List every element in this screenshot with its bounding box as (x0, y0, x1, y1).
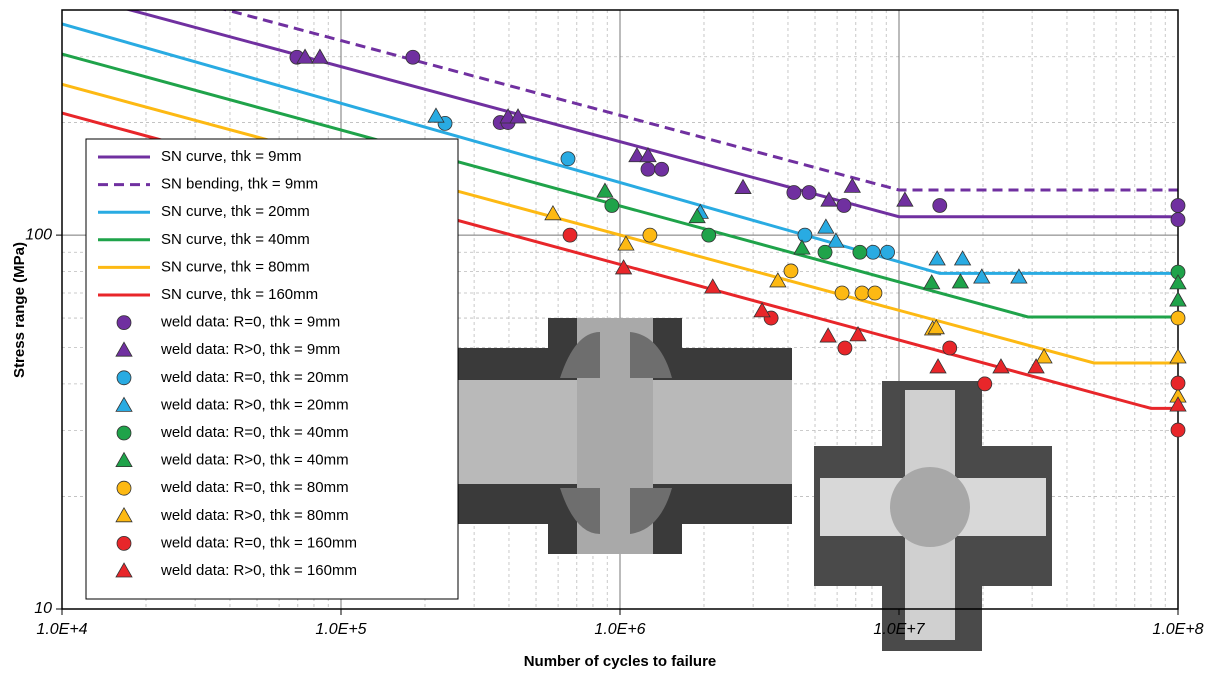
legend-label: weld data: R=0, thk = 40mm (160, 424, 349, 441)
x-tick-label: 1.0E+4 (36, 621, 87, 638)
circle-marker (853, 245, 867, 259)
legend-label: weld data: R=0, thk = 80mm (160, 479, 349, 496)
chart: SN curve, thk = 9mm SN bending, thk = 9mm… (0, 0, 1219, 675)
legend-label: SN curve, thk = 20mm (161, 203, 310, 220)
circle-marker (1171, 213, 1185, 227)
circle-marker (1171, 376, 1185, 390)
circle-marker (117, 536, 131, 550)
legend-label: weld data: R=0, thk = 9mm (160, 314, 340, 331)
legend-label: SN curve, thk = 160mm (161, 286, 318, 303)
legend-label: SN bending, thk = 9mm (161, 176, 318, 193)
circle-marker (655, 162, 669, 176)
circle-marker (866, 245, 880, 259)
circle-marker (837, 199, 851, 213)
x-tick-label: 1.0E+6 (594, 621, 645, 638)
legend-label: weld data: R=0, thk = 160mm (160, 534, 357, 551)
x-tick-label: 1.0E+5 (315, 621, 366, 638)
circle-marker (838, 341, 852, 355)
circle-marker (802, 186, 816, 200)
circle-marker (117, 426, 131, 440)
y-tick-label: 100 (25, 226, 52, 243)
legend-label: weld data: R>0, thk = 160mm (160, 562, 357, 579)
circle-marker (943, 341, 957, 355)
x-tick-label: 1.0E+8 (1152, 621, 1203, 638)
circle-marker (933, 199, 947, 213)
circle-marker (855, 286, 869, 300)
circle-marker (881, 245, 895, 259)
circle-marker (835, 286, 849, 300)
circle-marker (978, 377, 992, 391)
legend-label: weld data: R=0, thk = 20mm (160, 369, 349, 386)
legend-label: weld data: R>0, thk = 9mm (160, 341, 340, 358)
x-axis-title: Number of cycles to failure (524, 653, 717, 670)
legend: SN curve, thk = 9mm SN bending, thk = 9mm… (86, 139, 458, 599)
legend-label: SN curve, thk = 40mm (161, 231, 310, 248)
circle-marker (1171, 423, 1185, 437)
circle-marker (798, 228, 812, 242)
legend-label: SN curve, thk = 80mm (161, 258, 310, 275)
circle-marker (1171, 199, 1185, 213)
y-axis-title: Stress range (MPa) (11, 242, 28, 378)
circle-marker (563, 228, 577, 242)
legend-label: weld data: R>0, thk = 80mm (160, 507, 349, 524)
circle-marker (1171, 311, 1185, 325)
circle-marker (787, 186, 801, 200)
circle-marker (641, 162, 655, 176)
circle-marker (406, 50, 420, 64)
circle-marker (868, 286, 882, 300)
circle-marker (117, 371, 131, 385)
circle-marker (702, 228, 716, 242)
circle-marker (117, 481, 131, 495)
x-tick-label: 1.0E+7 (873, 621, 925, 638)
legend-label: weld data: R>0, thk = 20mm (160, 396, 349, 413)
circle-marker (643, 228, 657, 242)
y-tick-label: 10 (34, 600, 52, 617)
circle-marker (784, 264, 798, 278)
legend-label: SN curve, thk = 9mm (161, 148, 301, 165)
circle-marker (818, 245, 832, 259)
legend-label: weld data: R>0, thk = 40mm (160, 452, 349, 469)
circle-marker (561, 152, 575, 166)
circle-marker (605, 199, 619, 213)
circle-marker (117, 316, 131, 330)
weld-photo-left (432, 318, 792, 554)
